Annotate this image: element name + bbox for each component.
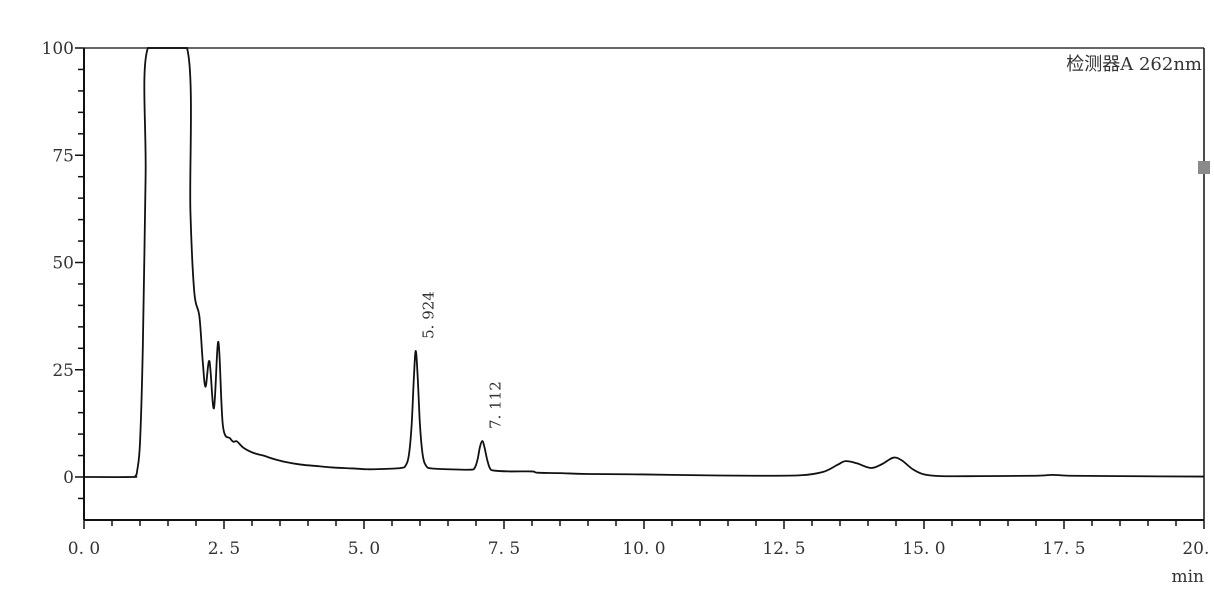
detector-label: 检测器A 262nm	[1066, 54, 1202, 75]
x-tick-label: 12. 5	[762, 539, 805, 559]
x-tick-label: 0. 0	[68, 539, 100, 559]
x-tick-label: 20. 0	[1182, 539, 1214, 559]
resize-handle[interactable]	[1198, 161, 1210, 174]
peak-retention-time-label: 5. 924	[420, 291, 438, 339]
x-axis-unit-label: min	[1171, 567, 1204, 587]
x-tick-label: 7. 5	[488, 539, 520, 559]
y-tick-label: 50	[52, 254, 74, 274]
y-tick-label: 0	[63, 468, 74, 488]
y-tick-label: 75	[52, 146, 74, 166]
x-tick-label: 10. 0	[622, 539, 665, 559]
x-tick-label: 15. 0	[902, 539, 945, 559]
x-tick-label: 17. 5	[1042, 539, 1085, 559]
x-tick-label: 2. 5	[208, 539, 240, 559]
x-tick-label: 5. 0	[348, 539, 380, 559]
y-tick-label: 25	[52, 361, 74, 381]
peak-retention-time-label: 7. 112	[486, 381, 504, 429]
y-tick-label: 100	[42, 39, 74, 59]
chromatogram-trace	[83, 47, 1205, 478]
